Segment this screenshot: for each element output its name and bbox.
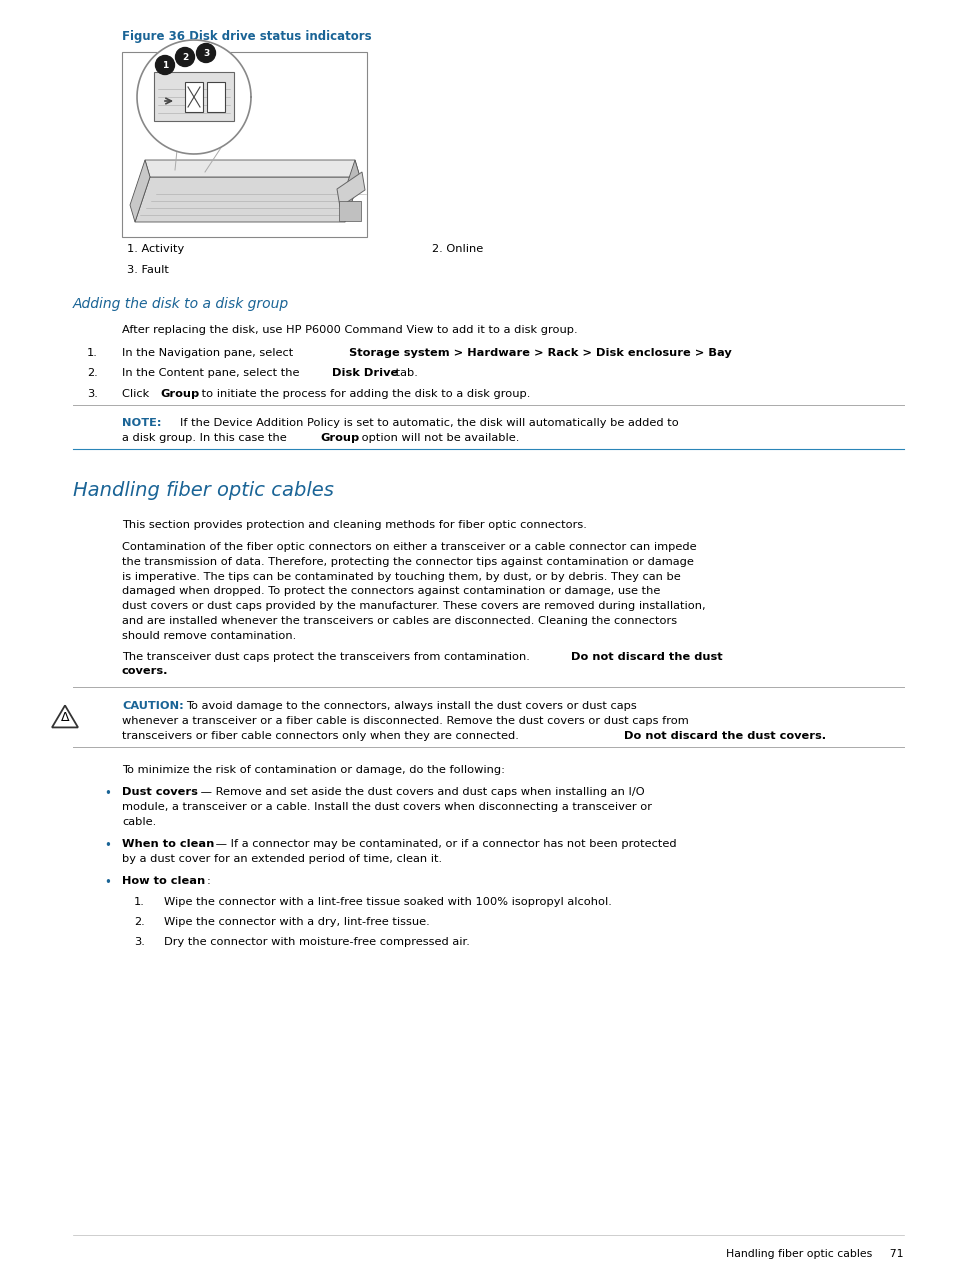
- Text: Disk Drive: Disk Drive: [332, 369, 397, 379]
- Circle shape: [155, 56, 174, 75]
- Text: •: •: [104, 876, 111, 888]
- Text: This section provides protection and cleaning methods for fiber optic connectors: This section provides protection and cle…: [122, 520, 586, 530]
- Text: dust covers or dust caps provided by the manufacturer. These covers are removed : dust covers or dust caps provided by the…: [122, 601, 705, 611]
- Text: should remove contamination.: should remove contamination.: [122, 630, 296, 641]
- FancyBboxPatch shape: [153, 72, 233, 121]
- Text: Click: Click: [122, 389, 152, 399]
- Text: CAUTION:: CAUTION:: [122, 702, 184, 710]
- Polygon shape: [130, 160, 150, 222]
- Text: Do not discard the dust covers.: Do not discard the dust covers.: [623, 731, 825, 741]
- Text: How to clean: How to clean: [122, 876, 205, 886]
- Circle shape: [196, 43, 215, 62]
- Text: tab.: tab.: [392, 369, 418, 379]
- Text: a disk group. In this case the: a disk group. In this case the: [122, 433, 290, 444]
- Text: In the Navigation pane, select: In the Navigation pane, select: [122, 347, 296, 357]
- Text: Handling fiber optic cables     71: Handling fiber optic cables 71: [726, 1249, 903, 1260]
- Text: damaged when dropped. To protect the connectors against contamination or damage,: damaged when dropped. To protect the con…: [122, 586, 659, 596]
- Text: Do not discard the dust: Do not discard the dust: [571, 652, 721, 662]
- Text: is imperative. The tips can be contaminated by touching them, by dust, or by deb: is imperative. The tips can be contamina…: [122, 572, 680, 582]
- Text: Wipe the connector with a dry, lint-free tissue.: Wipe the connector with a dry, lint-free…: [164, 916, 429, 927]
- Text: 3. Fault: 3. Fault: [127, 264, 169, 275]
- Text: 2.: 2.: [87, 369, 97, 379]
- Text: Group: Group: [160, 389, 199, 399]
- Text: 1.: 1.: [87, 347, 98, 357]
- Text: The transceiver dust caps protect the transceivers from contamination.: The transceiver dust caps protect the tr…: [122, 652, 533, 662]
- Text: Group: Group: [319, 433, 359, 444]
- Text: whenever a transceiver or a fiber cable is disconnected. Remove the dust covers : whenever a transceiver or a fiber cable …: [122, 716, 688, 726]
- Text: Wipe the connector with a lint-free tissue soaked with 100% isopropyl alcohol.: Wipe the connector with a lint-free tiss…: [164, 897, 611, 906]
- Text: 3.: 3.: [87, 389, 98, 399]
- Text: 1.: 1.: [133, 897, 145, 906]
- Polygon shape: [336, 172, 365, 207]
- Text: To avoid damage to the connectors, always install the dust covers or dust caps: To avoid damage to the connectors, alway…: [186, 702, 636, 710]
- Text: NOTE:: NOTE:: [122, 418, 161, 428]
- Polygon shape: [145, 160, 359, 177]
- FancyBboxPatch shape: [338, 201, 360, 221]
- Text: option will not be available.: option will not be available.: [357, 433, 518, 444]
- Text: 2.: 2.: [133, 916, 145, 927]
- Text: 3: 3: [203, 48, 209, 57]
- Text: 2. Online: 2. Online: [432, 244, 483, 254]
- Text: Δ: Δ: [61, 710, 70, 723]
- Polygon shape: [52, 705, 78, 727]
- Polygon shape: [339, 160, 359, 222]
- FancyBboxPatch shape: [122, 52, 367, 236]
- Text: Dry the connector with moisture-free compressed air.: Dry the connector with moisture-free com…: [164, 937, 470, 947]
- Circle shape: [175, 47, 194, 66]
- Text: When to clean: When to clean: [122, 839, 214, 849]
- Text: Contamination of the fiber optic connectors on either a transceiver or a cable c: Contamination of the fiber optic connect…: [122, 541, 696, 552]
- Text: 2: 2: [182, 52, 188, 61]
- Text: by a dust cover for an extended period of time, clean it.: by a dust cover for an extended period o…: [122, 854, 441, 864]
- Text: If the Device Addition Policy is set to automatic, the disk will automatically b: If the Device Addition Policy is set to …: [180, 418, 678, 428]
- Text: Storage system > Hardware > Rack > Disk enclosure > Bay: Storage system > Hardware > Rack > Disk …: [348, 347, 731, 357]
- Text: the transmission of data. Therefore, protecting the connector tips against conta: the transmission of data. Therefore, pro…: [122, 557, 693, 567]
- Text: 3.: 3.: [133, 937, 145, 947]
- Text: to initiate the process for adding the disk to a disk group.: to initiate the process for adding the d…: [198, 389, 530, 399]
- Text: Figure 36 Disk drive status indicators: Figure 36 Disk drive status indicators: [122, 31, 372, 43]
- Text: To minimize the risk of contamination or damage, do the following:: To minimize the risk of contamination or…: [122, 765, 504, 775]
- Text: Adding the disk to a disk group: Adding the disk to a disk group: [73, 297, 289, 311]
- FancyBboxPatch shape: [207, 83, 225, 112]
- Text: •: •: [104, 787, 111, 801]
- Polygon shape: [137, 39, 251, 154]
- Text: and are installed whenever the transceivers or cables are disconnected. Cleaning: and are installed whenever the transceiv…: [122, 616, 677, 627]
- FancyBboxPatch shape: [185, 83, 203, 112]
- Text: — Remove and set aside the dust covers and dust caps when installing an I/O: — Remove and set aside the dust covers a…: [196, 787, 644, 797]
- Text: transceivers or fiber cable connectors only when they are connected.: transceivers or fiber cable connectors o…: [122, 731, 522, 741]
- Polygon shape: [135, 177, 359, 222]
- Text: •: •: [104, 839, 111, 852]
- Text: — If a connector may be contaminated, or if a connector has not been protected: — If a connector may be contaminated, or…: [213, 839, 677, 849]
- Text: 1: 1: [162, 61, 168, 70]
- Text: In the Content pane, select the: In the Content pane, select the: [122, 369, 303, 379]
- Text: Handling fiber optic cables: Handling fiber optic cables: [73, 482, 334, 501]
- Text: module, a transceiver or a cable. Install the dust covers when disconnecting a t: module, a transceiver or a cable. Instal…: [122, 802, 651, 812]
- Text: Dust covers: Dust covers: [122, 787, 197, 797]
- Text: cable.: cable.: [122, 817, 156, 827]
- Text: 1. Activity: 1. Activity: [127, 244, 184, 254]
- Text: covers.: covers.: [122, 666, 169, 676]
- Text: :: :: [206, 876, 211, 886]
- Text: After replacing the disk, use HP P6000 Command View to add it to a disk group.: After replacing the disk, use HP P6000 C…: [122, 325, 577, 336]
